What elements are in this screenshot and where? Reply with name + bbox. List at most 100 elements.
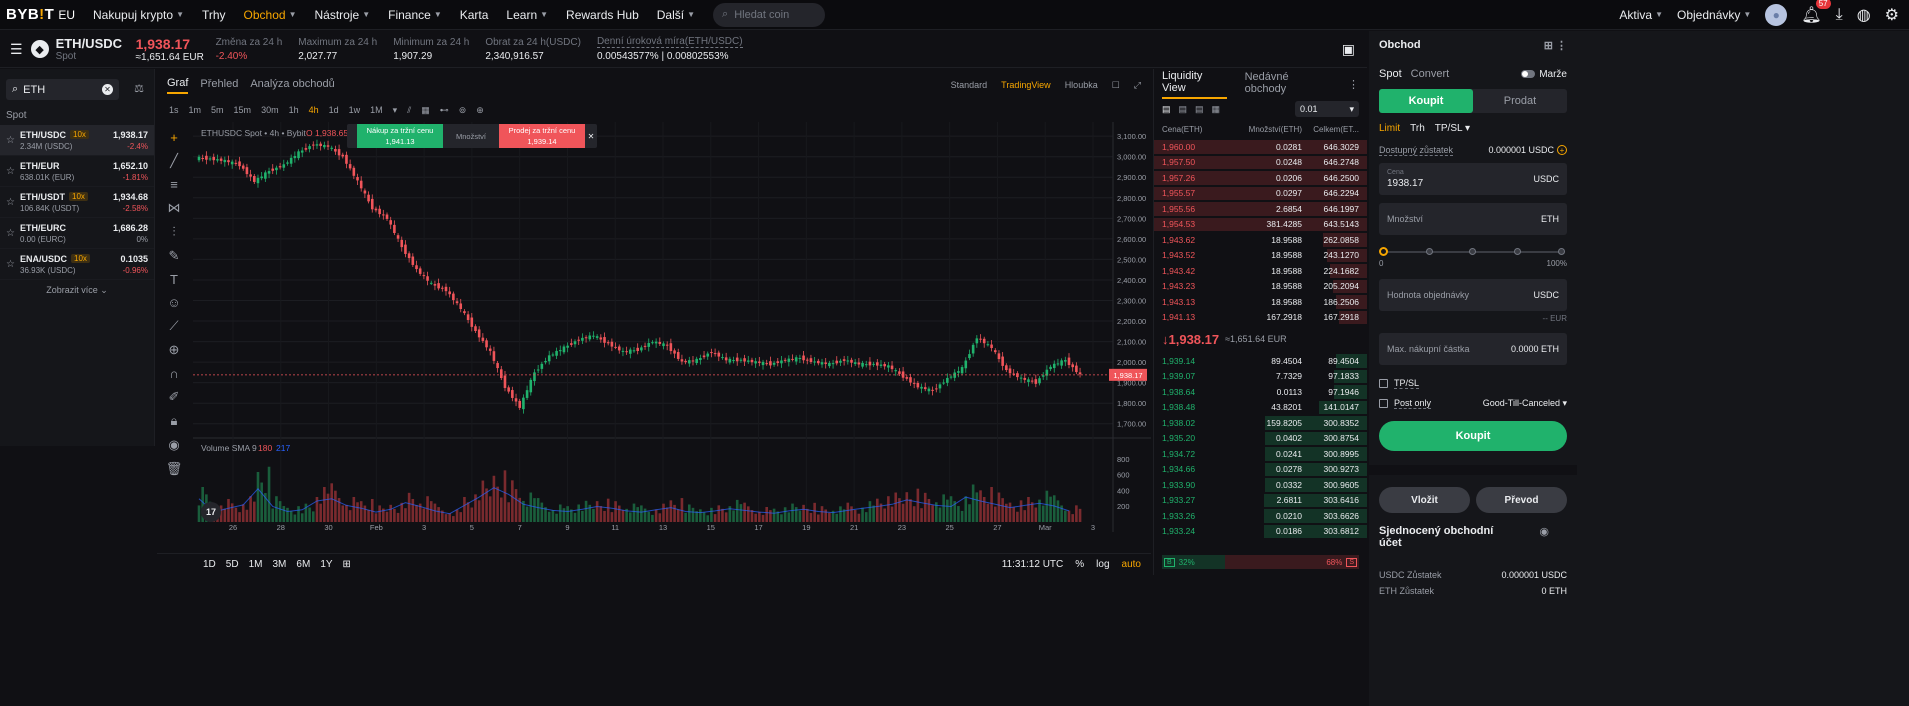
interval-15m[interactable]: 15m [233, 105, 252, 115]
tab-spot[interactable]: Spot [1379, 68, 1402, 80]
buy-button[interactable]: Koupit [1379, 421, 1567, 451]
magnet-icon[interactable]: ∩ [169, 366, 179, 381]
layout-icon[interactable]: ☐ [1111, 79, 1120, 90]
nav-orders[interactable]: Objednávky ▼ [1677, 7, 1752, 22]
interval-1d[interactable]: 1d [328, 105, 339, 115]
order-type-tpsl[interactable]: TP/SL ▾ [1434, 122, 1470, 134]
more-icon[interactable]: ⋮ [1348, 78, 1359, 91]
nav-tools[interactable]: Nástroje ▼ [314, 7, 371, 22]
book-both-icon[interactable]: ▤ [1162, 103, 1171, 114]
margin-toggle[interactable]: Marže [1521, 69, 1567, 80]
coin-search-input[interactable]: ⌕ Hledat coin [713, 2, 826, 27]
horizontal-lines-icon[interactable]: ≡ [170, 177, 178, 192]
close-icon[interactable]: ✕ [588, 132, 595, 141]
view-standard[interactable]: Standard [950, 80, 988, 90]
list-item[interactable]: ☆ ETH/EUR 638.01K (EUR) 1,652.10 -1.81% [0, 156, 154, 187]
ask-row[interactable]: 1,943.23 18.9588 205.2094 [1154, 279, 1367, 295]
range-5d[interactable]: 5D [225, 559, 239, 570]
interval-1w[interactable]: 1w [348, 105, 361, 115]
list-item[interactable]: ☆ ETH/EURC 0.00 (EURC) 1,686.28 0% [0, 218, 154, 249]
range-3m[interactable]: 3M [272, 559, 287, 570]
globe-icon[interactable]: ◍ [1856, 6, 1871, 24]
fullscreen-icon[interactable]: ⤢ [1133, 79, 1141, 90]
bid-row[interactable]: 1,933.27 2.6811 303.6416 [1154, 493, 1367, 509]
interval-5m[interactable]: 5m [211, 105, 224, 115]
text-icon[interactable]: T [170, 272, 178, 287]
bybit-logo[interactable]: BYB!T [6, 6, 55, 23]
interval-1m[interactable]: 1m [188, 105, 202, 115]
ask-row[interactable]: 1,943.13 18.9588 186.2506 [1154, 294, 1367, 310]
tab-chart[interactable]: Graf [167, 77, 189, 94]
ask-row[interactable]: 1,960.00 0.0281 646.3029 [1154, 139, 1367, 155]
layout-grid-icon[interactable]: ⊞ ⋮ [1543, 39, 1567, 52]
brush-icon[interactable]: ✎ [168, 248, 180, 263]
list-item[interactable]: ☆ ENA/USDC 10x 36.93K (USDC) 0.1035 -0.96% [0, 249, 154, 280]
trendline-icon[interactable]: ╱ [170, 153, 178, 168]
transfer-button[interactable]: Převod [1476, 487, 1567, 513]
emoji-icon[interactable]: ☺ [167, 295, 181, 310]
order-type-limit[interactable]: Limit [1379, 122, 1401, 134]
lock-icon[interactable]: 🔒︎ [170, 413, 178, 428]
quick-sell-bg[interactable] [499, 124, 585, 148]
pair-name[interactable]: ETH/USDC [55, 36, 123, 51]
book-icon[interactable]: ▣ [1341, 40, 1355, 57]
trash-icon[interactable]: 🗑︎ [165, 461, 183, 476]
interval-30m[interactable]: 30m [261, 105, 279, 115]
star-icon[interactable]: ☆ [6, 165, 15, 177]
fib-icon[interactable]: ⫶ [172, 224, 176, 239]
avatar[interactable]: ● [1765, 3, 1788, 26]
eye-icon[interactable]: ◉ [1539, 526, 1549, 538]
interval-dropdown-icon[interactable]: ▾ [392, 104, 398, 115]
book-asks-icon[interactable]: ▤ [1195, 103, 1204, 114]
quantity-input[interactable]: Množství ETH [1379, 203, 1567, 235]
bid-row[interactable]: 1,935.20 0.0402 300.8754 [1154, 431, 1367, 447]
pattern-icon[interactable]: ⋈ [167, 200, 181, 215]
book-grid-icon[interactable]: ▦ [1211, 103, 1221, 114]
nav-rewards-hub[interactable]: Rewards Hub [566, 7, 639, 22]
market-search-input[interactable]: ⌕ ETH ✕ [6, 79, 119, 100]
price-input[interactable]: Cena 1938.17 USDC [1379, 163, 1567, 195]
range-6m[interactable]: 6M [296, 559, 311, 570]
bid-row[interactable]: 1,933.26 0.0210 303.6626 [1154, 508, 1367, 524]
ask-row[interactable]: 1,957.26 0.0206 646.2500 [1154, 170, 1367, 186]
price-chart[interactable]: 3,100.00 3,000.00 2,900.00 2,800.00 2,700.00… [193, 122, 1151, 532]
interval-1s[interactable]: 1s [169, 105, 179, 115]
clock-time[interactable]: 11:31:12 UTC [1001, 559, 1064, 570]
indicator-icon[interactable]: ⫽ [407, 104, 412, 115]
ask-row[interactable]: 1,957.50 0.0248 646.2748 [1154, 155, 1367, 171]
toggle-switch[interactable] [1521, 70, 1536, 78]
book-bids-icon[interactable]: ▤ [1178, 103, 1188, 114]
log-toggle[interactable]: log [1096, 559, 1110, 570]
add-icon[interactable]: ⊕ [476, 104, 484, 115]
star-icon[interactable]: ☆ [6, 227, 15, 239]
star-icon[interactable]: ☆ [6, 258, 15, 270]
nav-finance[interactable]: Finance ▼ [388, 7, 442, 22]
order-value-input[interactable]: Hodnota objednávky USDC [1379, 279, 1567, 311]
nav-card[interactable]: Karta [459, 7, 489, 22]
bid-row[interactable]: 1,934.66 0.0278 300.9273 [1154, 462, 1367, 478]
ask-row[interactable]: 1,955.56 2.6854 646.1997 [1154, 201, 1367, 217]
star-icon[interactable]: ☆ [6, 134, 15, 146]
bid-row[interactable]: 1,939.07 7.7329 97.1833 [1154, 369, 1367, 385]
tab-liquidity-view[interactable]: Liquidity View [1162, 70, 1227, 99]
bell-icon[interactable]: 🔔︎ 57 [1801, 0, 1831, 25]
interval-1h[interactable]: 1h [288, 105, 299, 115]
nav-markets[interactable]: Trhy [201, 7, 226, 22]
post-only-checkbox[interactable]: Post only Good-Till-Canceled ▾ [1379, 393, 1567, 413]
tab-recent-trades[interactable]: Nedávné obchody [1244, 70, 1289, 95]
tab-convert[interactable]: Convert [1410, 68, 1450, 80]
ask-row[interactable]: 1,955.57 0.0297 646.2294 [1154, 186, 1367, 202]
buy-tab[interactable]: Koupit [1379, 89, 1473, 113]
bid-row[interactable]: 1,938.48 43.8201 141.0147 [1154, 400, 1367, 416]
ask-row[interactable]: 1,954.53 381.4285 643.5143 [1154, 217, 1367, 233]
bid-row[interactable]: 1,934.72 0.0241 300.8995 [1154, 446, 1367, 462]
view-tradingview[interactable]: TradingView [1001, 80, 1051, 90]
star-icon[interactable]: ☆ [6, 196, 15, 208]
nav-assets[interactable]: Aktiva ▼ [1619, 7, 1663, 22]
bid-row[interactable]: 1,938.02 159.8205 300.8352 [1154, 415, 1367, 431]
nav-learn[interactable]: Learn ▼ [506, 7, 549, 22]
tab-trade-analysis[interactable]: Analýza obchodů [250, 77, 335, 90]
clear-icon[interactable]: ✕ [102, 84, 113, 95]
auto-toggle[interactable]: auto [1121, 559, 1141, 570]
bid-row[interactable]: 1,938.64 0.0113 97.1946 [1154, 384, 1367, 400]
